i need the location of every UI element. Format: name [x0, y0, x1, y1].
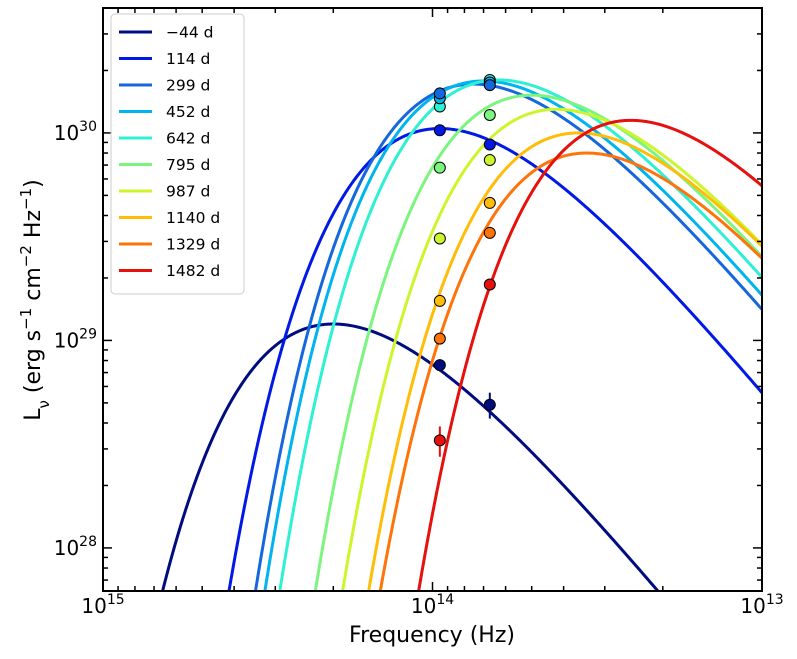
data-point-6-1 — [483, 154, 496, 167]
legend: −44 d 114 d 299 d 452 d 642 d 795 d 987 d 1140 … — [110, 13, 245, 295]
y-tick-label: 1029 — [54, 326, 97, 352]
y-tick-label: 1030 — [54, 119, 97, 145]
data-point-7-0 — [433, 294, 446, 307]
data-point-9-0 — [433, 434, 446, 447]
series-line-3 — [263, 79, 762, 591]
data-point-5-1 — [483, 109, 496, 122]
x-axis-label: Frequency (Hz) — [349, 623, 515, 648]
y-tick-label: 1028 — [54, 534, 97, 560]
x-tick-label: 1013 — [740, 592, 783, 618]
data-point-0-0 — [433, 359, 446, 372]
legend-label-6: 987 d — [166, 183, 210, 201]
legend-label-2: 299 d — [166, 77, 210, 95]
data-points — [433, 73, 496, 457]
series-line-8 — [378, 151, 762, 591]
legend-label-0: −44 d — [166, 24, 213, 42]
data-point-1-1 — [483, 138, 496, 151]
series-line-9 — [417, 118, 762, 591]
data-point-8-1 — [483, 226, 496, 239]
legend-label-7: 1140 d — [166, 209, 220, 227]
legend-label-3: 452 d — [166, 103, 210, 121]
legend-label-5: 795 d — [166, 156, 210, 174]
x-tick-label: 1014 — [411, 592, 454, 618]
data-point-9-1 — [483, 278, 496, 291]
x-tick-label: 1015 — [81, 592, 124, 618]
data-point-8-0 — [433, 332, 446, 345]
data-point-1-0 — [433, 124, 446, 137]
data-point-7-1 — [483, 196, 496, 209]
data-point-2-0 — [433, 87, 446, 100]
legend-label-8: 1329 d — [166, 236, 220, 254]
legend-label-1: 114 d — [166, 50, 210, 68]
legend-label-4: 642 d — [166, 130, 210, 148]
series-line-6 — [341, 107, 762, 591]
data-point-0-1 — [483, 398, 496, 411]
data-point-5-0 — [433, 161, 446, 174]
plot-frame — [102, 7, 763, 592]
y-axis-label: Lν (erg s−1 cm−2 Hz−1) — [17, 179, 53, 420]
series-line-2 — [253, 82, 762, 591]
data-point-2-1 — [483, 79, 496, 92]
series-line-7 — [367, 131, 762, 591]
tick-labels: 1015 1014 1013 1028 1029 1030 — [54, 119, 784, 618]
legend-label-9: 1482 d — [166, 262, 220, 280]
data-point-6-0 — [433, 232, 446, 245]
